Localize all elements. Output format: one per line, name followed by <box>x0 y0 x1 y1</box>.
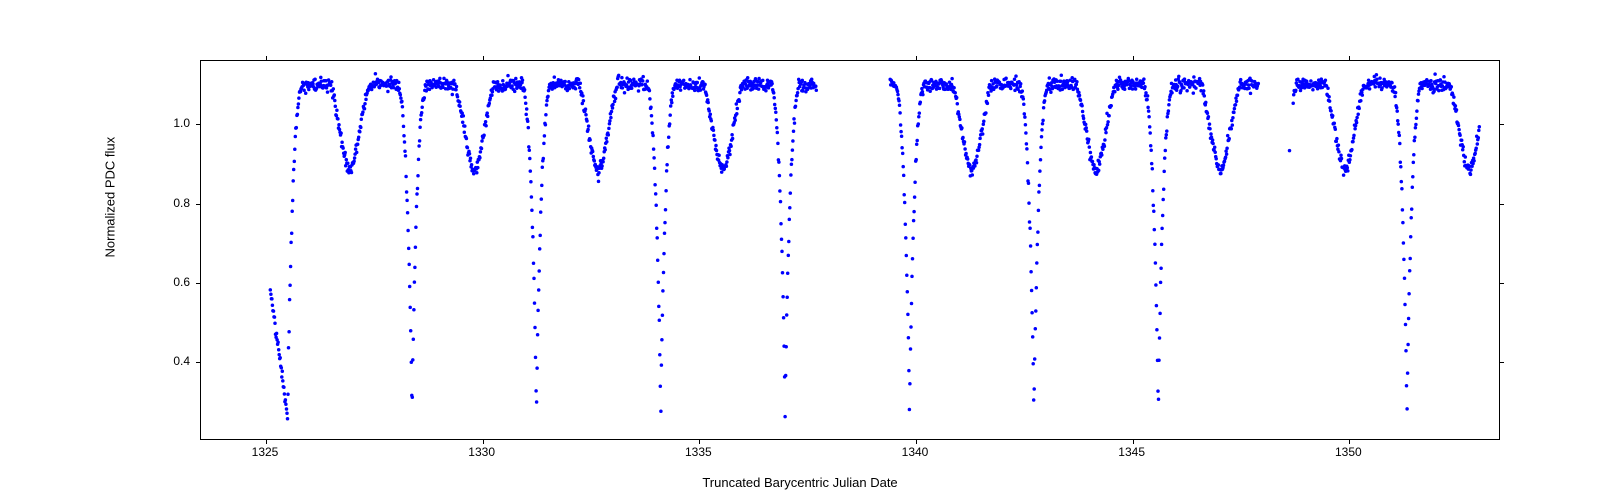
x-tick-label: 1350 <box>1335 445 1362 459</box>
y-tick-label: 0.8 <box>173 196 190 210</box>
y-tick-label: 0.4 <box>173 354 190 368</box>
y-tick-label: 1.0 <box>173 116 190 130</box>
x-axis-label: Truncated Barycentric Julian Date <box>702 475 897 490</box>
x-tick-label: 1325 <box>252 445 279 459</box>
x-tick-label: 1330 <box>468 445 495 459</box>
light-curve-chart: 0.40.60.81.0132513301335134013451350 <box>200 60 1500 440</box>
scatter-points <box>201 61 1501 441</box>
plot-area <box>200 60 1500 440</box>
x-tick-label: 1340 <box>902 445 929 459</box>
x-tick-label: 1335 <box>685 445 712 459</box>
y-tick-label: 0.6 <box>173 275 190 289</box>
x-tick-label: 1345 <box>1118 445 1145 459</box>
y-axis-label: Normalized PDC flux <box>103 137 118 258</box>
